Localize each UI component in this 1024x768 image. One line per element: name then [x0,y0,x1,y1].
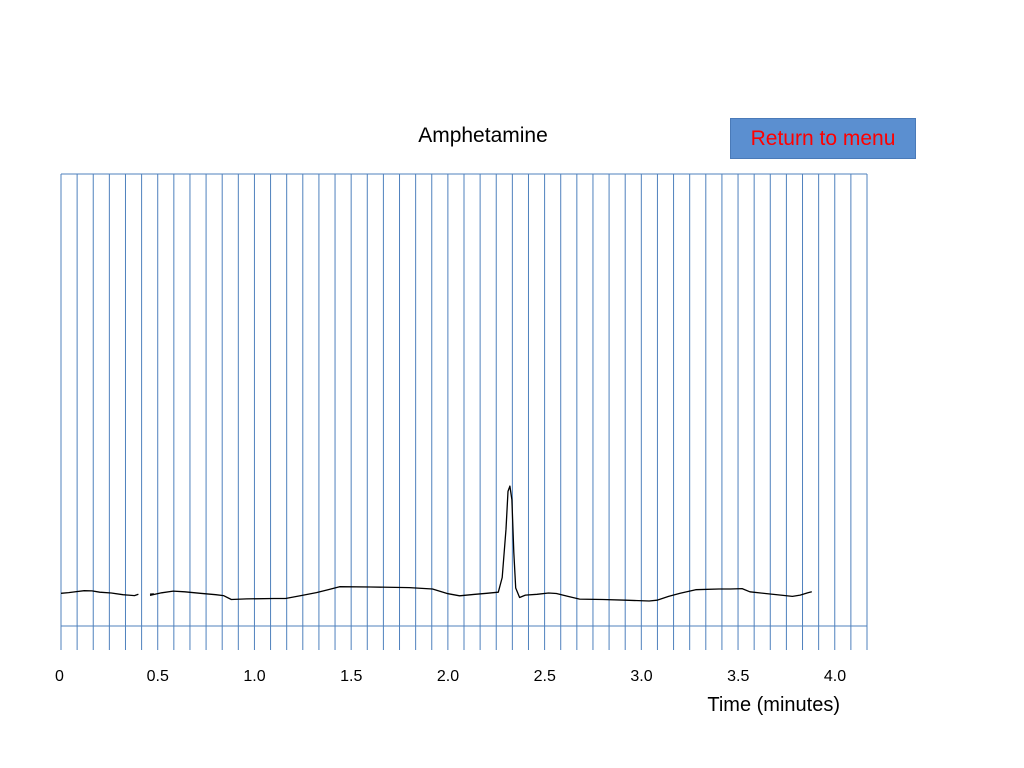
x-tick-label: 2.5 [534,668,556,685]
chart-traces [60,485,812,602]
x-tick-label: 1.0 [243,668,265,685]
chromatogram-trace [60,590,139,597]
chromatogram-trace [149,485,812,602]
return-to-menu-button[interactable]: Return to menu [730,118,916,159]
x-tick-label: 4.0 [824,668,846,685]
x-tick-label: 3.0 [630,668,652,685]
x-tick-label: 1.5 [340,668,362,685]
x-tick-label: 2.0 [437,668,459,685]
chart-grid [60,173,868,650]
x-axis-label: Time (minutes) [707,694,840,716]
x-tick-label: 0 [55,668,64,685]
chart-x-tick-labels: 0 0.5 1.0 1.5 2.0 2.5 3.0 3.5 4.0 [55,668,846,685]
x-tick-label: 0.5 [147,668,169,685]
chart-title: Amphetamine [418,124,548,147]
x-tick-label: 3.5 [727,668,749,685]
